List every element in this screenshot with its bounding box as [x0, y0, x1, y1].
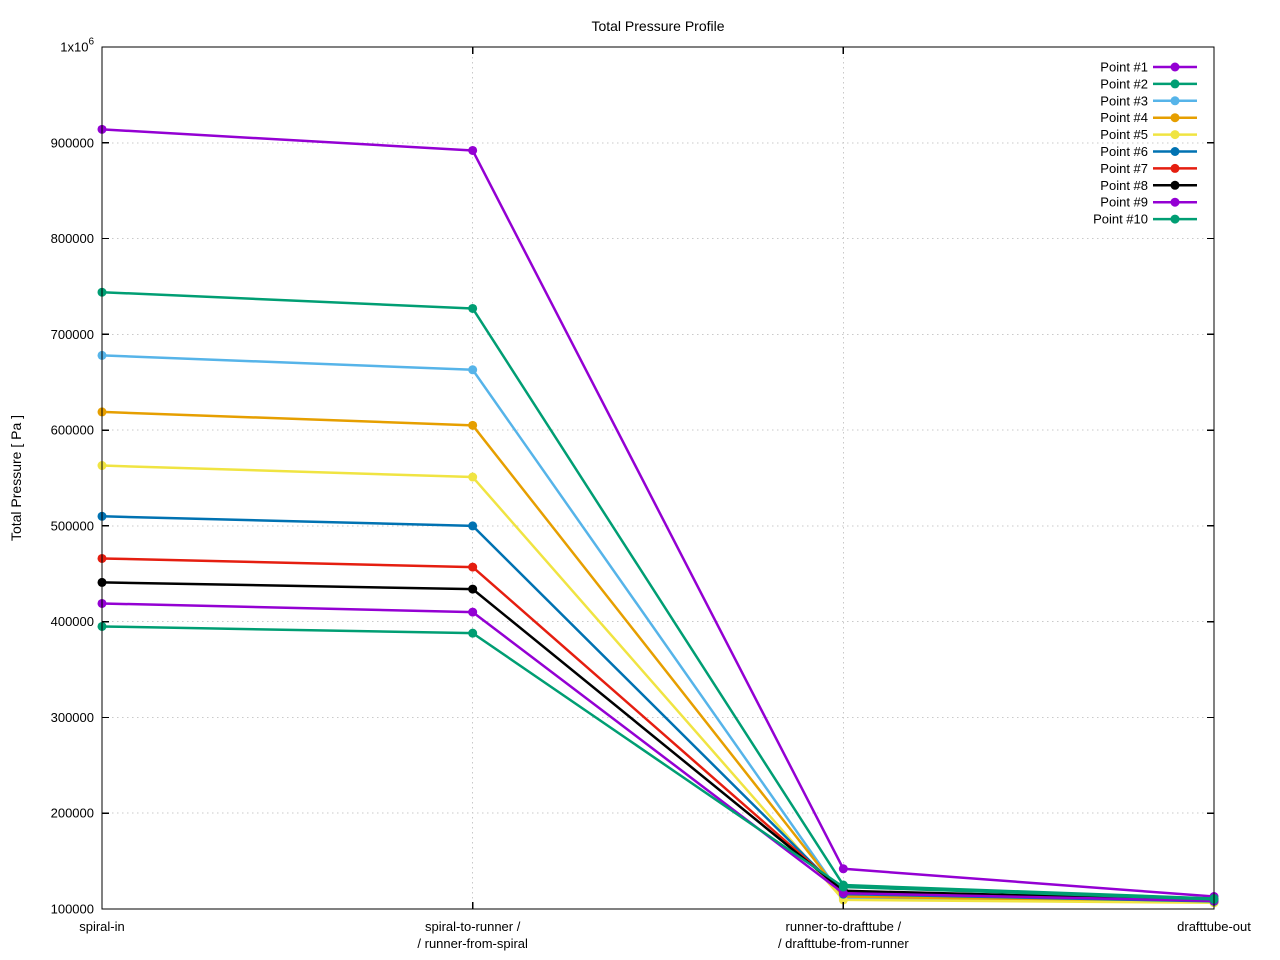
legend-point-sample: [1170, 147, 1180, 156]
legend-item-label: Point #7: [1100, 161, 1148, 176]
legend-item-label: Point #3: [1100, 93, 1148, 108]
plot-border: [101, 46, 1215, 910]
x-tick-label: drafttube-out: [1177, 919, 1251, 934]
legend-point-sample: [1170, 79, 1180, 89]
legend-item-label: Point #10: [1093, 212, 1148, 227]
y-tick-label: 500000: [51, 518, 94, 533]
legend-point-sample: [1170, 130, 1180, 140]
data-point-series1-x2: [838, 864, 848, 874]
y-tick-label: 900000: [51, 135, 94, 150]
legend-point-sample: [1170, 214, 1180, 224]
data-point-series9-x2: [838, 888, 848, 898]
legend-item-label: Point #5: [1100, 127, 1148, 142]
grid-layer: [102, 47, 1214, 909]
series-line-2: [100, 290, 1216, 900]
data-point-series2-x1: [468, 303, 478, 313]
y-tick-label: 700000: [51, 327, 94, 342]
data-point-series1-x1: [468, 145, 478, 155]
data-point-series8-x1: [468, 584, 478, 594]
chart-title: Total Pressure Profile: [591, 18, 724, 34]
series-line-5: [100, 464, 1216, 905]
legend-point-sample: [1170, 96, 1180, 106]
legend-item: Point #2: [1100, 76, 1197, 91]
legend-item-label: Point #2: [1100, 76, 1148, 91]
legend-item: Point #9: [1100, 195, 1197, 210]
legend-point-sample: [1170, 113, 1180, 123]
legend-item: Point #5: [1100, 127, 1197, 142]
y-tick-label: 200000: [51, 806, 94, 821]
data-point-series3-x1: [468, 365, 478, 375]
legend-item-label: Point #9: [1100, 195, 1148, 210]
series-line-9: [100, 602, 1216, 903]
legend-item-label: Point #8: [1100, 178, 1148, 193]
data-point-series4-x1: [468, 420, 478, 430]
legend-item: Point #3: [1100, 93, 1197, 108]
series-line-7: [100, 557, 1216, 902]
series-line-8: [100, 581, 1216, 902]
legend-point-sample: [1170, 163, 1180, 173]
series-line-6: [100, 515, 1216, 903]
y-tick-label: 600000: [51, 423, 94, 438]
y-tick-label: 400000: [51, 614, 94, 629]
legend-item-label: Point #4: [1100, 110, 1148, 125]
axis-layer: 100000 200000 300000 400000 500000 600000 7000…: [51, 37, 1252, 952]
series-layer: [97, 124, 1219, 908]
series-line-10: [100, 625, 1216, 901]
legend-item: Point #1: [1100, 60, 1197, 75]
data-point-series5-x1: [468, 472, 478, 482]
y-tick-label: 300000: [51, 710, 94, 725]
data-point-series9-x1: [468, 607, 478, 617]
x-tick-label: spiral-in: [79, 919, 125, 934]
legend-item: Point #6: [1100, 144, 1197, 159]
legend-point-sample: [1170, 180, 1180, 190]
x-tick-label: / runner-from-spiral: [417, 936, 528, 951]
legend-item-label: Point #1: [1100, 60, 1148, 75]
x-tick-label: runner-to-drafttube /: [786, 919, 902, 934]
legend-point-sample: [1170, 62, 1180, 72]
data-point-series10-x2: [838, 882, 848, 892]
legend-item: Point #8: [1100, 178, 1197, 193]
legend-item: Point #4: [1100, 110, 1197, 125]
legend-item: Point #7: [1100, 161, 1197, 176]
legend-item-label: Point #6: [1100, 144, 1148, 159]
y-tick-label: 800000: [51, 231, 94, 246]
data-point-series10-x1: [468, 628, 478, 638]
y-tick-label: 1x106: [60, 37, 94, 55]
legend-item: Point #10: [1093, 212, 1197, 227]
data-point-series6-x1: [468, 521, 478, 531]
series-line-4: [100, 410, 1216, 904]
series-line-1: [100, 128, 1216, 898]
x-tick-label: / drafttube-from-runner: [778, 936, 909, 951]
y-tick-label: 100000: [51, 902, 94, 917]
x-tick-label: spiral-to-runner /: [425, 919, 521, 934]
data-point-series7-x1: [468, 562, 478, 572]
y-axis-label: Total Pressure [ Pa ]: [8, 415, 24, 541]
legend-point-sample: [1170, 197, 1180, 207]
